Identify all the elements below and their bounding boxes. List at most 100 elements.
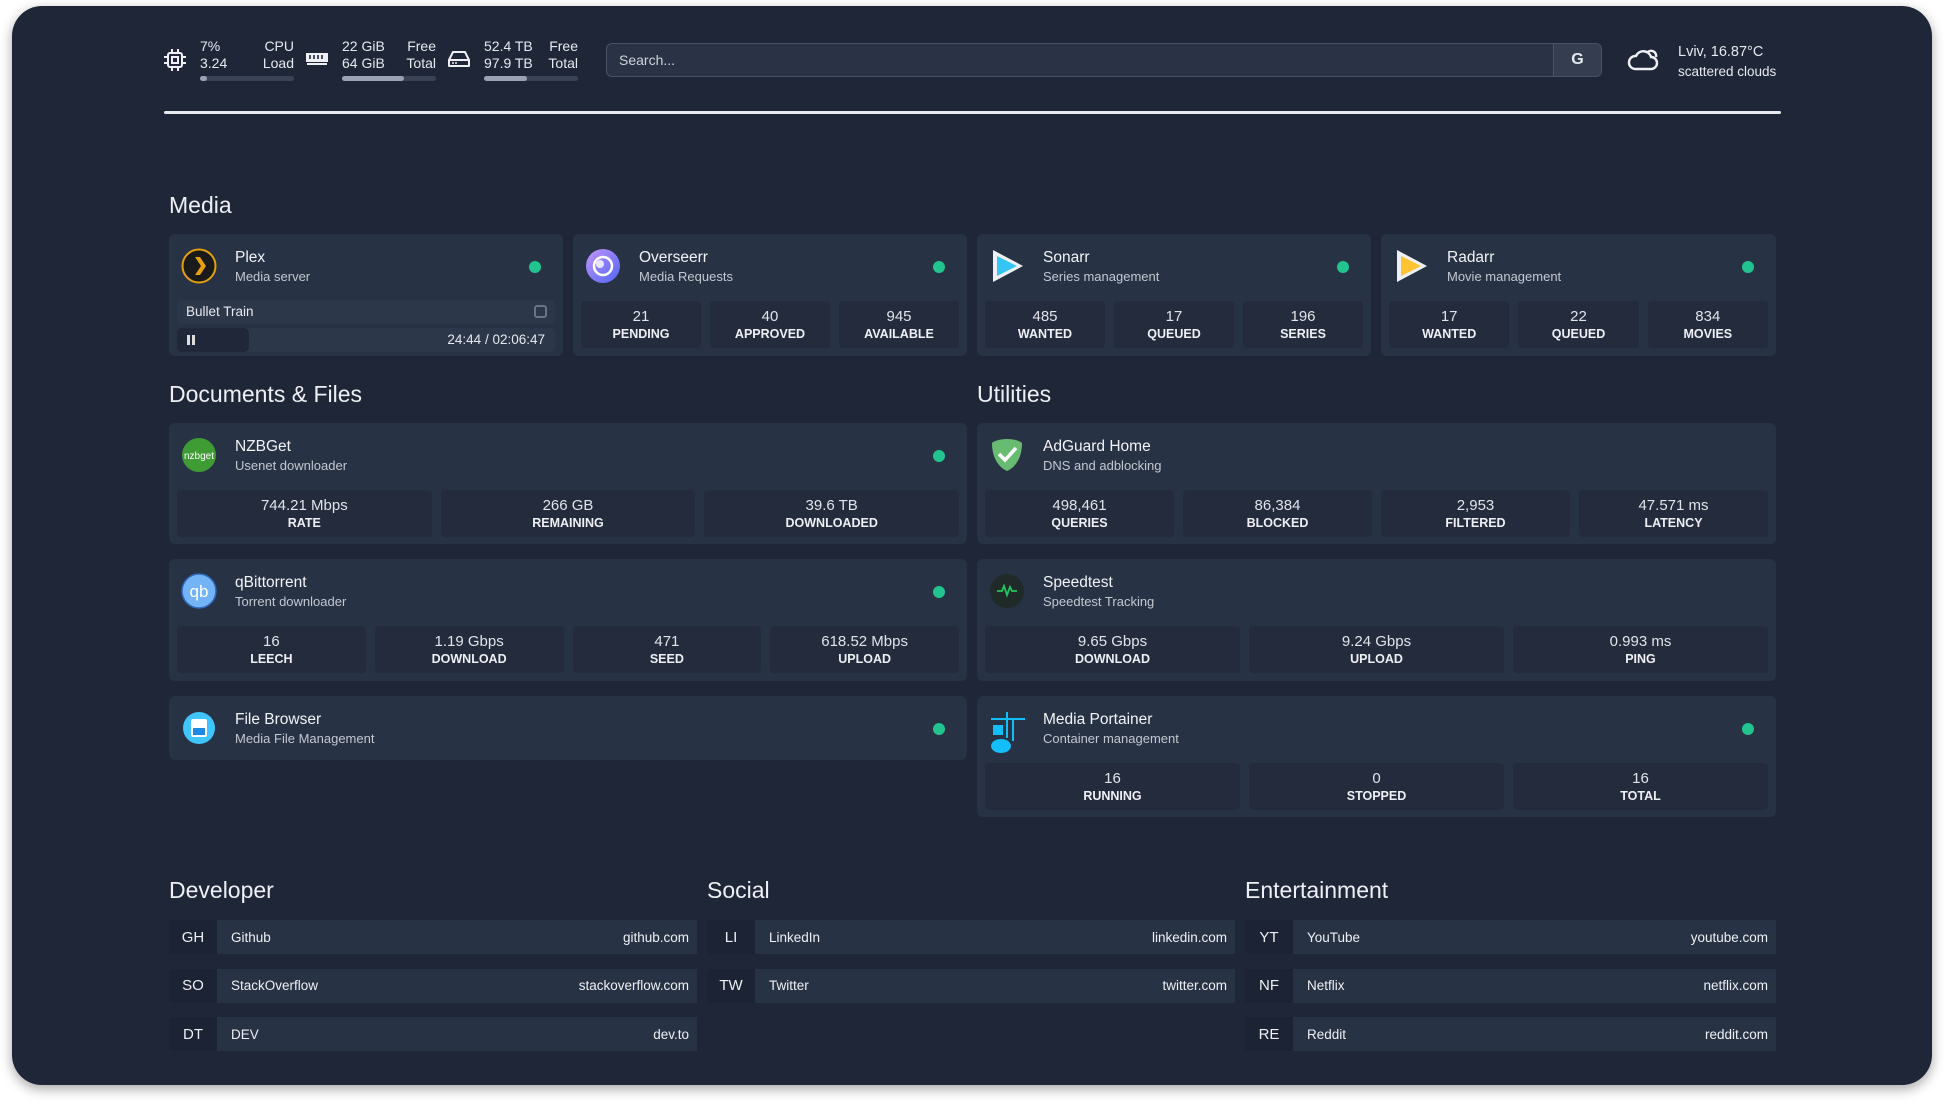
- stat-value: 618.52 Mbps: [821, 633, 908, 650]
- bookmark-url: twitter.com: [1162, 978, 1227, 993]
- stat-value: 945: [886, 308, 912, 325]
- stat-label: WANTED: [1017, 327, 1073, 341]
- bookmark-abbr: GH: [169, 920, 217, 954]
- now-playing: Bullet Train: [177, 300, 555, 324]
- bookmark-url: netflix.com: [1703, 978, 1768, 993]
- service-title: NZBGet: [235, 438, 291, 455]
- service-card-sonarr[interactable]: Sonarr Series management 485 WANTED 17 QUEUE…: [977, 234, 1371, 356]
- disk-icon: [448, 51, 470, 67]
- memory-free: 22 GiB: [342, 38, 385, 54]
- memory-total: 64 GiB: [342, 55, 385, 71]
- weather-location: Lviv, 16.87°C: [1678, 44, 1764, 60]
- service-card-radarr[interactable]: Radarr Movie management 17 WANTED 22 QUEUED 8…: [1381, 234, 1776, 356]
- stat-block: 471 SEED: [572, 626, 762, 673]
- stat-block: 16 TOTAL: [1513, 763, 1768, 810]
- stat-value: 485: [1032, 308, 1058, 325]
- weather-widget: Lviv, 16.87°C scattered clouds: [1678, 43, 1776, 81]
- bookmark-name: DEV: [231, 1026, 259, 1042]
- service-subtitle: Usenet downloader: [235, 458, 348, 473]
- stat-block: 0 STOPPED: [1249, 763, 1504, 810]
- bookmark-url: linkedin.com: [1151, 929, 1227, 945]
- bookmark-entertainment[interactable]: RE Reddit reddit.com: [1245, 1017, 1776, 1051]
- stat-value: 17: [1440, 308, 1458, 325]
- service-card-speedtest[interactable]: Speedtest Speedtest Tracking 9.65 Gbps DOW…: [977, 559, 1776, 681]
- memory-usage: 22 GiB 64 GiB Free Total: [342, 38, 436, 82]
- service-card-overseerr[interactable]: Overseerr Media Requests 21 PENDING 40 APPRO…: [573, 234, 967, 356]
- bookmark-social[interactable]: LI LinkedIn linkedin.com: [707, 920, 1235, 954]
- bookmark-url: youtube.com: [1690, 929, 1768, 945]
- stat-value: 1.19 Gbps: [434, 633, 504, 650]
- search-input[interactable]: [619, 52, 1519, 68]
- bookmark-entertainment[interactable]: YT YouTube youtube.com: [1245, 920, 1776, 954]
- stat-value: 196: [1290, 308, 1316, 325]
- dashboard-window: [12, 6, 1932, 1085]
- stat-label: LATENCY: [1644, 516, 1703, 530]
- cpu-icon: [164, 49, 186, 71]
- bookmark-developer[interactable]: DT DEV dev.to: [169, 1017, 697, 1051]
- service-card-plex[interactable]: Plex Media server Bullet Train 24:44 / 02…: [169, 234, 563, 356]
- nzbget-icon: nzbget: [181, 437, 217, 473]
- stat-label: LEECH: [250, 652, 293, 666]
- stat-block: 744.21 Mbps RATE: [177, 490, 432, 537]
- service-card-qbittorrent[interactable]: qb qBittorrent Torrent downloader 16 LEECH…: [169, 559, 967, 681]
- disk-total: 97.9 TB: [484, 55, 533, 71]
- stat-value: 471: [654, 633, 680, 650]
- section-documents: Documents & Files: [169, 381, 363, 407]
- service-subtitle: Movie management: [1447, 269, 1562, 284]
- stat-value: 266 GB: [542, 497, 594, 514]
- stat-block: 834 MOVIES: [1647, 301, 1768, 348]
- stat-label: QUEUED: [1147, 327, 1201, 341]
- stat-value: 16: [1632, 770, 1649, 787]
- status-online-indicator: [933, 450, 945, 462]
- service-card-filebrowser[interactable]: File Browser Media File Management: [169, 696, 967, 760]
- total-label: Total: [548, 55, 578, 71]
- stat-label: UPLOAD: [838, 652, 892, 666]
- svg-text:qb: qb: [190, 582, 209, 601]
- speedtest-icon: [989, 573, 1025, 609]
- cloud-icon: [1627, 49, 1659, 71]
- service-title: Plex: [235, 249, 266, 266]
- portainer-icon: [989, 710, 1025, 753]
- status-online-indicator: [933, 723, 945, 735]
- disk-bar: [484, 76, 578, 81]
- section-social: Social: [707, 877, 770, 903]
- stat-label: SEED: [649, 652, 684, 666]
- stat-value: 16: [263, 633, 280, 650]
- stat-value: 17: [1165, 308, 1183, 325]
- stat-value: 22: [1570, 308, 1587, 325]
- service-card-nzbget[interactable]: nzbget NZBGet Usenet downloader 744.21 Mb…: [169, 423, 967, 544]
- service-title: File Browser: [235, 711, 322, 728]
- stream-settings-icon[interactable]: [534, 305, 547, 318]
- pause-icon[interactable]: [187, 335, 195, 345]
- status-online-indicator: [529, 261, 541, 273]
- stat-label: DOWNLOAD: [1075, 652, 1150, 666]
- bookmark-abbr: YT: [1245, 920, 1293, 954]
- search-provider-button[interactable]: G: [1553, 44, 1601, 76]
- stat-label: SERIES: [1280, 327, 1326, 341]
- stat-label: PING: [1625, 652, 1656, 666]
- status-online-indicator: [933, 586, 945, 598]
- service-stats: 16 RUNNING 0 STOPPED 16 TOTAL: [985, 763, 1768, 810]
- stat-value: 0.993 ms: [1609, 633, 1672, 650]
- service-title: Media Portainer: [1043, 711, 1153, 728]
- plex-icon: [181, 248, 217, 284]
- header-divider: [164, 111, 1781, 114]
- stat-block: 9.24 Gbps UPLOAD: [1249, 626, 1504, 673]
- stat-value: 9.65 Gbps: [1077, 633, 1148, 650]
- bookmark-developer[interactable]: GH Github github.com: [169, 920, 697, 954]
- service-card-portainer[interactable]: Media Portainer Container management 16 RU…: [977, 696, 1776, 817]
- bookmark-social[interactable]: TW Twitter twitter.com: [707, 968, 1235, 1003]
- bookmark-developer[interactable]: SO StackOverflow stackoverflow.com: [169, 968, 697, 1003]
- stat-block: 618.52 Mbps UPLOAD: [770, 626, 959, 673]
- bookmark-entertainment[interactable]: NF Netflix netflix.com: [1245, 968, 1776, 1003]
- now-playing-title: Bullet Train: [186, 304, 254, 319]
- svg-text:nzbget: nzbget: [184, 451, 214, 462]
- service-title: Overseerr: [639, 249, 708, 266]
- stat-label: DOWNLOADED: [785, 516, 878, 530]
- stat-label: QUEUED: [1551, 327, 1606, 341]
- service-card-adguard[interactable]: AdGuard Home DNS and adblocking 498,461 QU…: [977, 423, 1776, 544]
- stat-block: 9.65 Gbps DOWNLOAD: [985, 626, 1240, 673]
- free-label: Free: [549, 38, 578, 54]
- service-title: AdGuard Home: [1043, 438, 1151, 455]
- service-title: Sonarr: [1043, 249, 1090, 266]
